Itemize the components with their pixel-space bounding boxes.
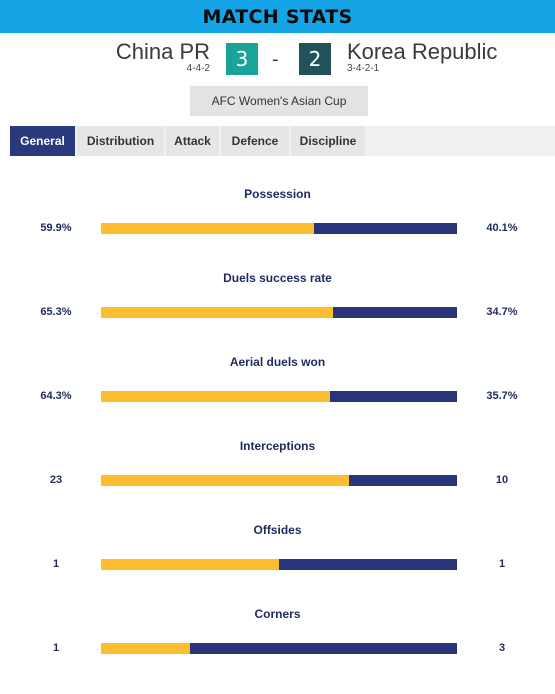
stat-home-value: 1 bbox=[52, 642, 60, 654]
stat-away-value: 35.7% bbox=[486, 390, 518, 402]
stat-home-value: 65.3% bbox=[40, 306, 72, 318]
home-team-formation: 4-4-2 bbox=[186, 63, 210, 74]
stat-label: Corners bbox=[254, 607, 301, 621]
tab-discipline[interactable]: Discipline bbox=[291, 126, 365, 156]
stat-home-fill bbox=[101, 223, 315, 234]
tab-general[interactable]: General bbox=[10, 126, 75, 156]
stat-home-fill bbox=[101, 559, 279, 570]
stat-row-corners: Corners 1 3 bbox=[0, 607, 555, 691]
stat-row-interceptions: Interceptions 23 10 bbox=[0, 439, 555, 523]
stat-home-fill bbox=[101, 307, 334, 318]
stat-label: Aerial duels won bbox=[229, 355, 326, 369]
home-score: 3 bbox=[226, 43, 258, 75]
stat-label: Offsides bbox=[253, 523, 302, 537]
stat-comparison-bar bbox=[101, 559, 457, 570]
stat-home-fill bbox=[101, 391, 330, 402]
stat-home-value: 64.3% bbox=[40, 390, 72, 402]
stat-row-offsides: Offsides 1 1 bbox=[0, 523, 555, 607]
stat-comparison-bar bbox=[101, 643, 457, 654]
stat-label: Possession bbox=[244, 187, 311, 201]
away-team-formation: 3-4-2-1 bbox=[347, 63, 380, 74]
stat-home-value: 23 bbox=[49, 474, 63, 486]
stat-comparison-bar bbox=[101, 475, 457, 486]
tab-distribution[interactable]: Distribution bbox=[77, 126, 164, 156]
match-stats-header: MATCH STATS bbox=[0, 0, 555, 33]
home-team-name: China PR bbox=[115, 39, 210, 64]
stat-home-value: 1 bbox=[52, 558, 60, 570]
page-title: MATCH STATS bbox=[202, 5, 353, 28]
stat-label: Interceptions bbox=[239, 439, 316, 453]
stat-home-fill bbox=[101, 475, 350, 486]
stat-comparison-bar bbox=[101, 223, 457, 234]
stat-row-possession: Possession 59.9% 40.1% bbox=[0, 187, 555, 271]
stat-comparison-bar bbox=[101, 307, 457, 318]
stat-row-duels-success-rate: Duels success rate 65.3% 34.7% bbox=[0, 271, 555, 355]
stat-label: Duels success rate bbox=[223, 271, 332, 285]
stat-away-value: 3 bbox=[498, 642, 506, 654]
stat-away-value: 34.7% bbox=[486, 306, 518, 318]
away-score: 2 bbox=[299, 43, 331, 75]
stats-tab-bar: General Distribution Attack Defence Disc… bbox=[10, 126, 555, 156]
stat-away-value: 40.1% bbox=[486, 222, 518, 234]
stat-away-value: 10 bbox=[495, 474, 509, 486]
competition-badge: AFC Women's Asian Cup bbox=[190, 86, 368, 116]
stat-home-fill bbox=[101, 643, 190, 654]
tab-defence[interactable]: Defence bbox=[221, 126, 289, 156]
stat-home-value: 59.9% bbox=[40, 222, 72, 234]
stat-row-aerial-duels-won: Aerial duels won 64.3% 35.7% bbox=[0, 355, 555, 439]
score-separator: - bbox=[272, 49, 279, 70]
tab-attack[interactable]: Attack bbox=[166, 126, 219, 156]
stat-away-value: 1 bbox=[498, 558, 506, 570]
away-team-name: Korea Republic bbox=[347, 39, 498, 64]
stat-comparison-bar bbox=[101, 391, 457, 402]
